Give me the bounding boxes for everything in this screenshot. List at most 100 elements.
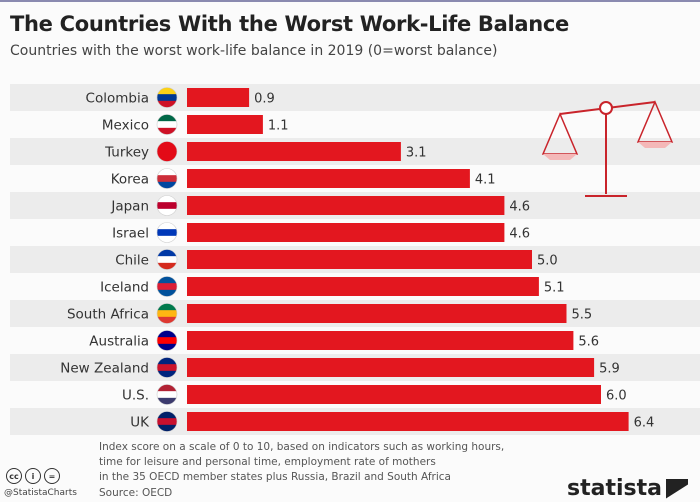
statista-logo: statista <box>567 476 688 501</box>
value-label: 5.0 <box>537 254 558 269</box>
value-label: 0.9 <box>254 92 275 107</box>
footnote-line: Index score on a scale of 0 to 10, based… <box>99 441 505 453</box>
value-label: 6.0 <box>606 389 627 404</box>
flag-stripe <box>157 384 177 392</box>
flag-stripe <box>157 357 177 365</box>
flag-icon <box>156 411 178 432</box>
value-label: 5.6 <box>578 335 599 350</box>
chart-title: The Countries With the Worst Work-Life B… <box>10 12 570 36</box>
flag-stripe <box>157 208 177 216</box>
flag-stripe <box>157 330 177 338</box>
flag-stripe <box>157 283 177 291</box>
flag-stripe <box>157 370 177 378</box>
flag-stripe <box>157 337 177 345</box>
bar-chart: Colombia 0.9 Mexico 1.1 Turkey 3.1 Korea 4.1 Jap… <box>10 84 700 435</box>
license-icons: cc i = <box>6 468 60 484</box>
flag-stripe <box>157 418 177 426</box>
scale-left-dish <box>543 154 577 160</box>
flag-icon <box>156 141 178 162</box>
footnote-line: in the 35 OECD member states plus Russia… <box>99 471 451 483</box>
flag-stripe <box>157 202 177 210</box>
flag-stripe <box>157 256 177 264</box>
bar <box>187 277 539 296</box>
value-label: 6.4 <box>634 416 655 431</box>
category-label: Korea <box>111 172 149 188</box>
bar <box>187 412 629 431</box>
flag-icon <box>156 357 178 378</box>
flag-stripe <box>157 100 177 108</box>
flag-stripe <box>157 94 177 102</box>
category-label: Australia <box>89 334 149 350</box>
category-label: Colombia <box>86 91 149 107</box>
value-label: 4.6 <box>509 227 530 242</box>
flag-stripe <box>157 391 177 399</box>
attribution-icon: i <box>25 468 41 484</box>
logo-text: statista <box>567 476 662 501</box>
category-label: New Zealand <box>60 361 149 377</box>
flag-stripe <box>157 310 177 318</box>
bar <box>187 169 470 188</box>
scale-pivot <box>599 101 613 115</box>
flag-stripe <box>157 222 177 230</box>
bar <box>187 331 574 350</box>
flag-stripe <box>157 303 177 311</box>
category-label: Iceland <box>100 280 149 296</box>
flag-stripe <box>157 235 177 243</box>
flag-stripe <box>157 154 177 162</box>
category-label: Israel <box>112 226 149 242</box>
bar <box>187 304 567 323</box>
bar <box>187 88 250 107</box>
value-label: 4.6 <box>509 200 530 215</box>
source-text: Source: OECD <box>99 487 173 499</box>
bar <box>187 196 505 215</box>
flag-icon <box>156 168 178 189</box>
flag-icon <box>156 303 178 324</box>
flag-icon <box>156 249 178 270</box>
flag-stripe <box>157 195 177 203</box>
flag-stripe <box>157 249 177 257</box>
bar <box>187 115 263 134</box>
flag-stripe <box>157 424 177 432</box>
value-label: 5.9 <box>599 362 620 377</box>
flag-stripe <box>157 175 177 183</box>
flag-stripe <box>157 411 177 419</box>
flag-icon <box>156 195 178 216</box>
flag-icon <box>156 276 178 297</box>
bar <box>187 385 601 404</box>
flag-stripe <box>157 229 177 237</box>
flag-stripe <box>157 316 177 324</box>
flag-stripe <box>157 289 177 297</box>
flag-icon <box>156 114 178 135</box>
row-background <box>10 111 700 138</box>
flag-stripe <box>157 87 177 95</box>
cc-icon: cc <box>6 468 22 484</box>
flag-stripe <box>157 121 177 129</box>
no-derivatives-icon: = <box>44 468 60 484</box>
category-label: U.S. <box>122 388 149 404</box>
scale-right-dish <box>638 142 672 148</box>
footnote-line: time for leisure and personal time, empl… <box>99 456 436 468</box>
category-label: Mexico <box>102 118 149 134</box>
flag-stripe <box>157 343 177 351</box>
flag-stripe <box>157 276 177 284</box>
category-label: Japan <box>110 199 149 215</box>
flag-stripe <box>157 397 177 405</box>
value-label: 4.1 <box>475 173 496 188</box>
flag-stripe <box>157 148 177 156</box>
logo-mark-icon <box>666 478 688 499</box>
flag-stripe <box>157 168 177 176</box>
flag-icon <box>156 222 178 243</box>
value-label: 1.1 <box>268 119 289 134</box>
row-background <box>10 84 700 111</box>
flag-stripe <box>157 181 177 189</box>
flag-stripe <box>157 262 177 270</box>
category-label: Chile <box>115 253 149 269</box>
bar <box>187 142 401 161</box>
footnote: Index score on a scale of 0 to 10, based… <box>99 440 504 485</box>
flag-icon <box>156 330 178 351</box>
bar <box>187 250 532 269</box>
value-label: 5.5 <box>572 308 593 323</box>
flag-icon <box>156 384 178 405</box>
flag-stripe <box>157 114 177 122</box>
